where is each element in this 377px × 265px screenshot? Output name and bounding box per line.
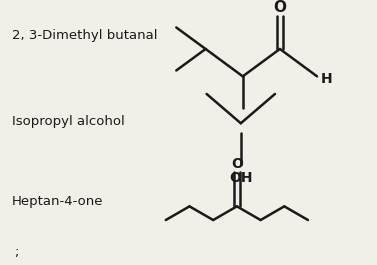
Text: Isopropyl alcohol: Isopropyl alcohol: [12, 115, 125, 128]
Text: H: H: [321, 72, 333, 86]
Text: ;: ;: [14, 246, 18, 259]
Text: O: O: [231, 157, 243, 171]
Text: OH: OH: [229, 171, 253, 185]
Text: Heptan-4-one: Heptan-4-one: [12, 195, 104, 208]
Text: O: O: [273, 1, 287, 15]
Text: 2, 3-Dimethyl butanal: 2, 3-Dimethyl butanal: [12, 29, 158, 42]
